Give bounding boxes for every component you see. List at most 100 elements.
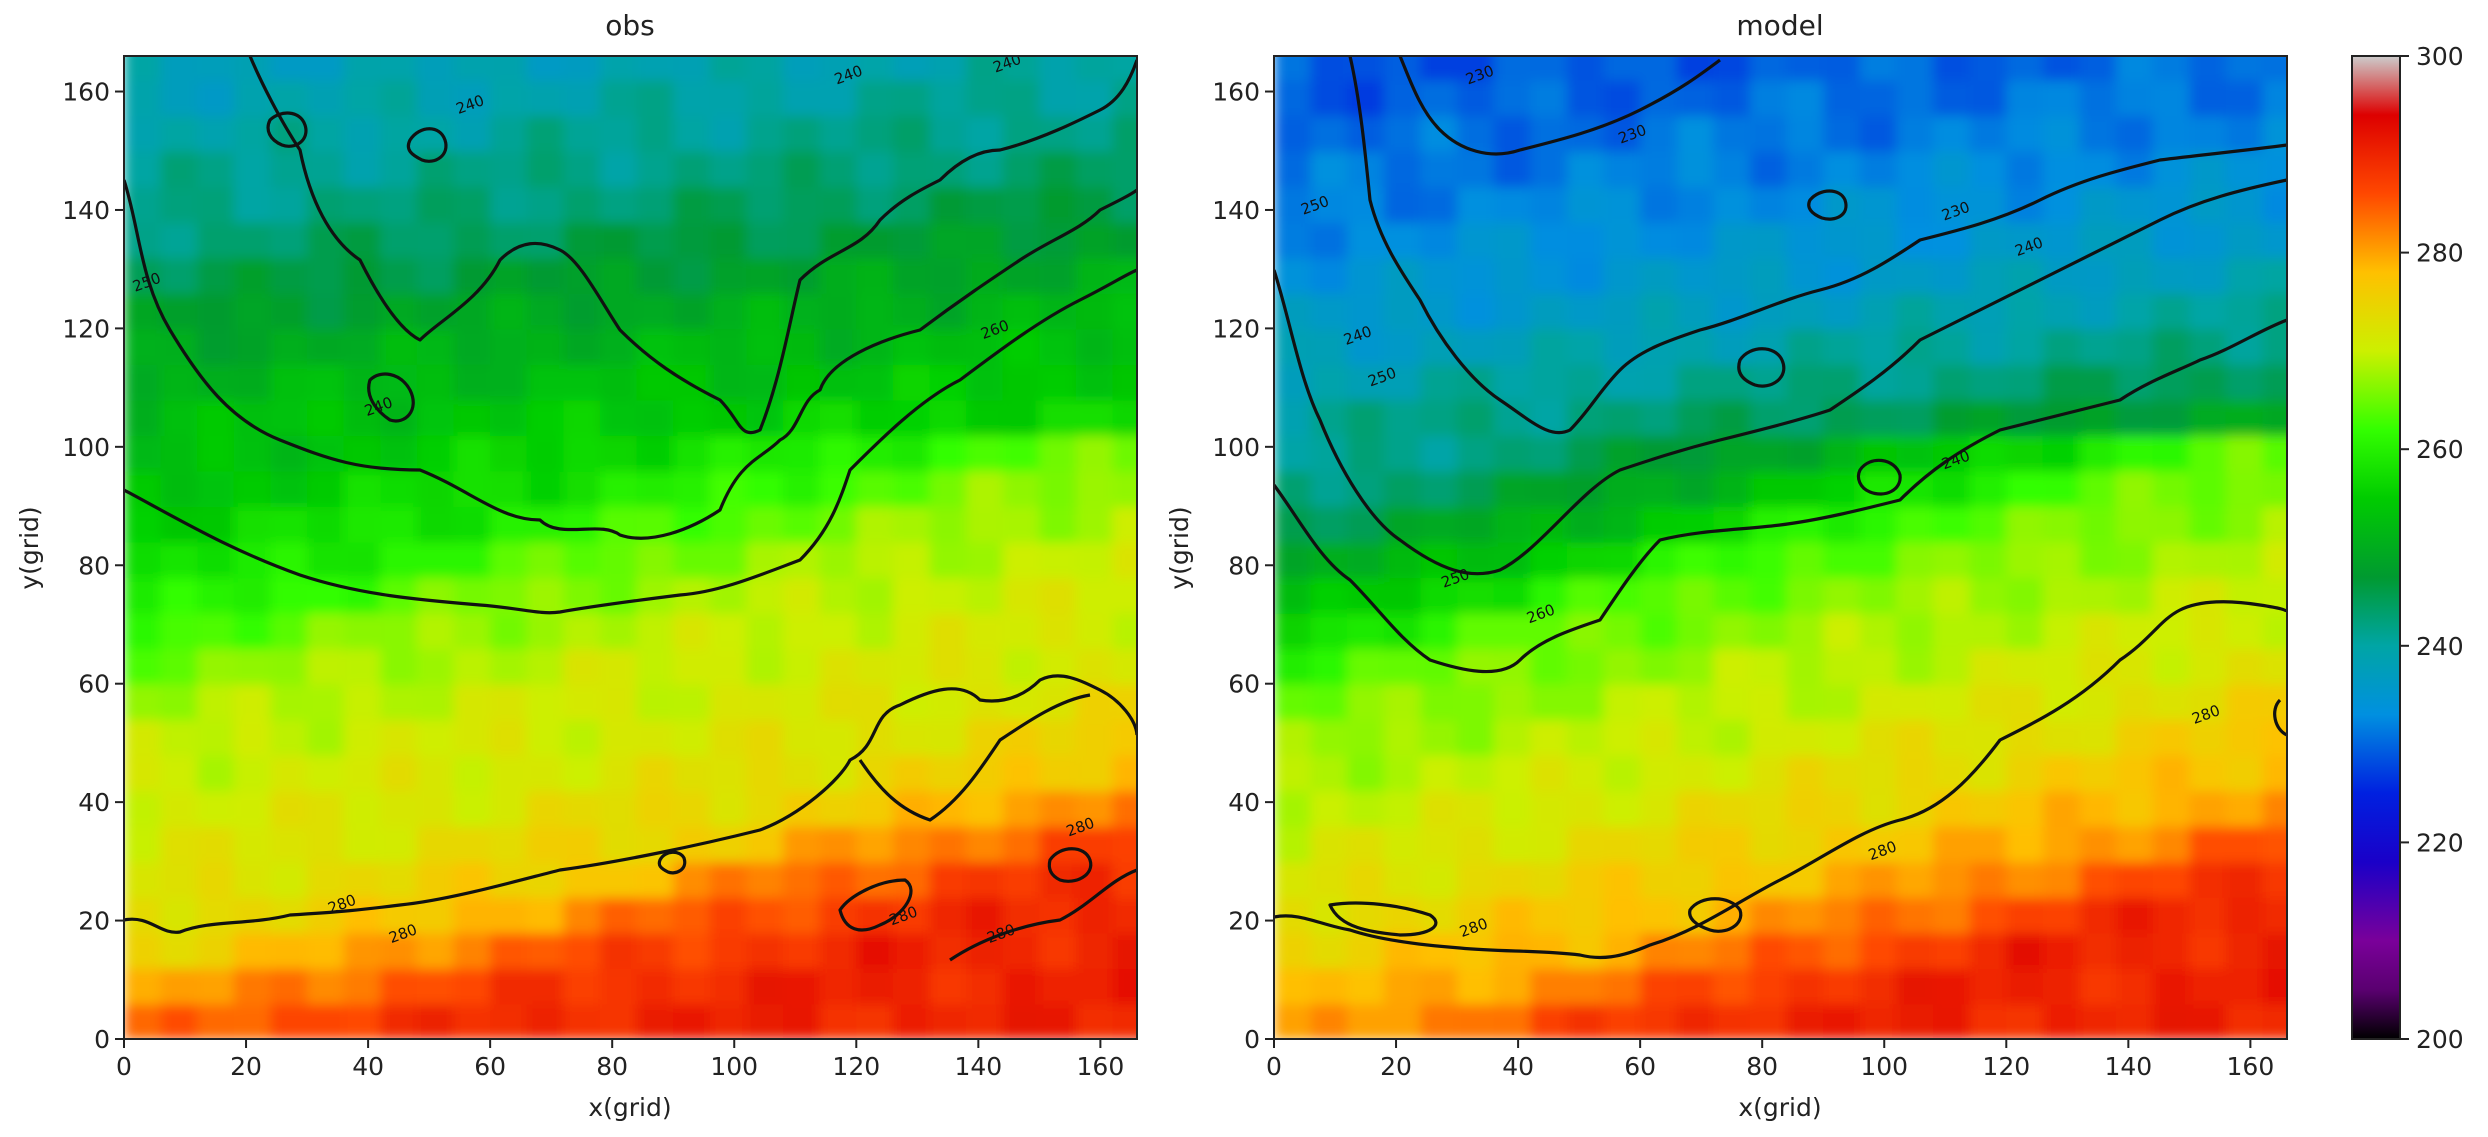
heatmap-cell <box>233 683 272 721</box>
heatmap-cell <box>1786 221 1825 259</box>
heatmap-cell <box>160 612 199 650</box>
heatmap-cell <box>1493 363 1532 401</box>
heatmap-cell <box>563 790 601 827</box>
heatmap-cell <box>636 56 675 81</box>
heatmap-cell <box>1823 612 1861 650</box>
heatmap-cell <box>819 79 858 117</box>
obs-contour-280-island-b <box>1047 847 1093 883</box>
heatmap-cell <box>1640 648 1678 685</box>
heatmap-cell <box>1383 612 1422 650</box>
heatmap-cell <box>856 790 894 827</box>
heatmap-cell <box>819 790 858 827</box>
heatmap-cell <box>1786 115 1825 152</box>
heatmap-cell <box>673 470 711 508</box>
heatmap-cell <box>416 79 455 117</box>
heatmap-cell <box>490 434 528 472</box>
heatmap-cell <box>1566 967 1605 1005</box>
heatmap-cell <box>1383 967 1422 1005</box>
heatmap-cell <box>563 825 601 863</box>
heatmap-cell <box>197 328 235 365</box>
x-tick-label: 60 <box>1624 1052 1656 1081</box>
heatmap-cell <box>1530 257 1568 294</box>
heatmap-cell <box>856 363 894 401</box>
heatmap-cell <box>966 967 1004 1005</box>
heatmap-cell <box>307 896 345 934</box>
heatmap-cell <box>526 56 565 81</box>
heatmap-cell <box>270 257 309 294</box>
heatmap-cell <box>1603 506 1642 543</box>
heatmap-cell <box>1310 328 1349 365</box>
heatmap-cell <box>783 683 821 721</box>
heatmap-cell <box>673 1003 711 1039</box>
heatmap-cell <box>526 967 565 1005</box>
heatmap-cell <box>856 399 894 436</box>
heatmap-cell <box>1310 861 1349 898</box>
model-contour-280-island-b <box>1688 897 1743 933</box>
heatmap-cell <box>1493 292 1532 330</box>
heatmap-cell <box>1274 541 1312 579</box>
heatmap-cell <box>1676 292 1715 330</box>
heatmap-cell <box>1603 541 1642 579</box>
heatmap-cell <box>380 56 418 81</box>
heatmap-cell <box>856 683 894 721</box>
heatmap-cell <box>490 541 528 579</box>
heatmap-cell <box>270 932 309 969</box>
heatmap-cell <box>380 1003 418 1039</box>
heatmap-cell <box>1420 790 1459 827</box>
heatmap-cell <box>636 683 675 721</box>
x-tick-label: 120 <box>832 1052 880 1081</box>
heatmap-cell <box>673 328 711 365</box>
heatmap-cell <box>1859 56 1898 81</box>
heatmap-cell <box>599 683 638 721</box>
heatmap-cell <box>1039 683 1077 721</box>
heatmap-cell <box>709 363 748 401</box>
heatmap-cell <box>1566 754 1605 792</box>
heatmap-cell <box>2189 683 2227 721</box>
heatmap-cell <box>526 541 565 579</box>
heatmap-cell <box>2042 470 2081 508</box>
heatmap-cell <box>1896 79 1935 117</box>
heatmap-cell <box>197 1003 235 1039</box>
heatmap-cell <box>2116 186 2154 223</box>
heatmap-cell <box>2262 399 2287 436</box>
model-title: model <box>1736 9 1823 42</box>
heatmap-cell <box>1676 825 1715 863</box>
heatmap-cell <box>2189 1003 2227 1039</box>
heatmap-cell <box>1713 754 1751 792</box>
heatmap-cell <box>307 790 345 827</box>
heatmap-cell <box>929 825 968 863</box>
heatmap-cell <box>1112 967 1137 1005</box>
colorbar-tick-label: 280 <box>2416 239 2464 268</box>
heatmap-cell <box>416 434 455 472</box>
heatmap-cell <box>1112 896 1137 934</box>
heatmap-cell <box>1075 363 1114 401</box>
heatmap-cell <box>599 186 638 223</box>
heatmap-cell <box>490 790 528 827</box>
heatmap-cell <box>1002 577 1041 614</box>
heatmap-cell <box>416 932 455 969</box>
heatmap-cell <box>1676 56 1715 81</box>
heatmap-cell <box>1749 648 1788 685</box>
obs-x-axis: 0 20 40 60 80 100 120 140 160 <box>116 1039 1124 1081</box>
heatmap-cell <box>783 506 821 543</box>
heatmap-cell <box>1310 399 1349 436</box>
heatmap-cell <box>1383 186 1422 223</box>
heatmap-cell <box>1566 648 1605 685</box>
heatmap-cell <box>453 399 492 436</box>
heatmap-cell <box>1274 754 1312 792</box>
heatmap-cell <box>1112 470 1137 508</box>
heatmap-cell <box>599 470 638 508</box>
heatmap-cell <box>490 612 528 650</box>
heatmap-cell <box>526 648 565 685</box>
heatmap-cell <box>929 1003 968 1039</box>
heatmap-cell <box>1383 754 1422 792</box>
heatmap-cell <box>270 328 309 365</box>
heatmap-cell <box>1640 470 1678 508</box>
heatmap-cell <box>2042 1003 2081 1039</box>
model-contour-250 <box>1274 178 2287 576</box>
heatmap-cell <box>2042 56 2081 81</box>
heatmap-cell <box>270 56 309 81</box>
heatmap-cell <box>783 186 821 223</box>
heatmap-cell <box>819 1003 858 1039</box>
heatmap-cell <box>2225 363 2264 401</box>
